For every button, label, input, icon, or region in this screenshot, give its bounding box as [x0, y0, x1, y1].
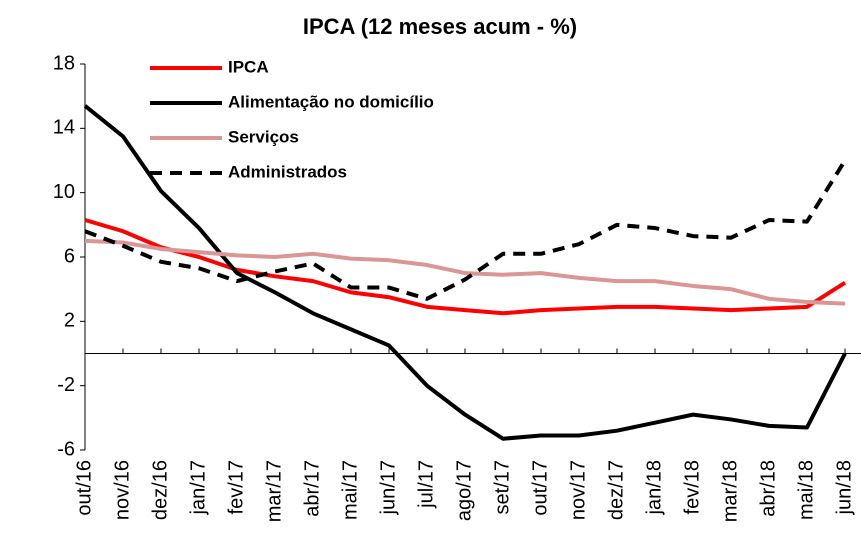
x-tick-label: jul/17 [415, 460, 437, 509]
series-line [84, 159, 847, 301]
x-tick-label: jan/17 [187, 460, 209, 516]
x-tick-label: nov/17 [567, 460, 589, 520]
y-tick-label: -6 [57, 438, 75, 460]
legend-label: IPCA [228, 57, 269, 76]
x-tick-label: nov/16 [111, 460, 133, 520]
x-tick-label: dez/17 [605, 460, 627, 520]
legend-label: Administrados [228, 162, 347, 181]
y-tick-label: 2 [64, 310, 75, 332]
x-tick-label: out/16 [73, 460, 95, 516]
series-line [84, 218, 847, 316]
x-tick-label: dez/16 [149, 460, 171, 520]
x-tick-label: abr/17 [301, 460, 323, 517]
legend-label: Alimentação no domicílio [228, 92, 434, 111]
chart-title: IPCA (12 meses acum - %) [303, 14, 577, 39]
x-tick-label: mar/18 [719, 460, 741, 522]
x-tick-label: set/17 [491, 460, 513, 514]
x-tick-label: mai/18 [795, 460, 817, 520]
series-line [83, 104, 847, 441]
series-line [84, 238, 846, 306]
x-tick-label: fev/17 [225, 460, 247, 514]
y-tick-label: 6 [64, 245, 75, 267]
x-tick-label: jun/17 [377, 460, 399, 516]
x-tick-label: jun/18 [833, 460, 855, 516]
x-tick-label: out/17 [529, 460, 551, 516]
x-tick-label: mai/17 [339, 460, 361, 520]
x-tick-label: abr/18 [757, 460, 779, 517]
y-tick-label: 14 [53, 117, 75, 139]
x-tick-label: jan/18 [643, 460, 665, 516]
x-tick-label: mar/17 [263, 460, 285, 522]
y-tick-label: -2 [57, 374, 75, 396]
y-tick-label: 10 [53, 181, 75, 203]
x-tick-label: fev/18 [681, 460, 703, 514]
x-tick-label: ago/17 [453, 460, 475, 521]
legend-label: Serviços [228, 127, 299, 146]
y-tick-label: 18 [53, 52, 75, 74]
